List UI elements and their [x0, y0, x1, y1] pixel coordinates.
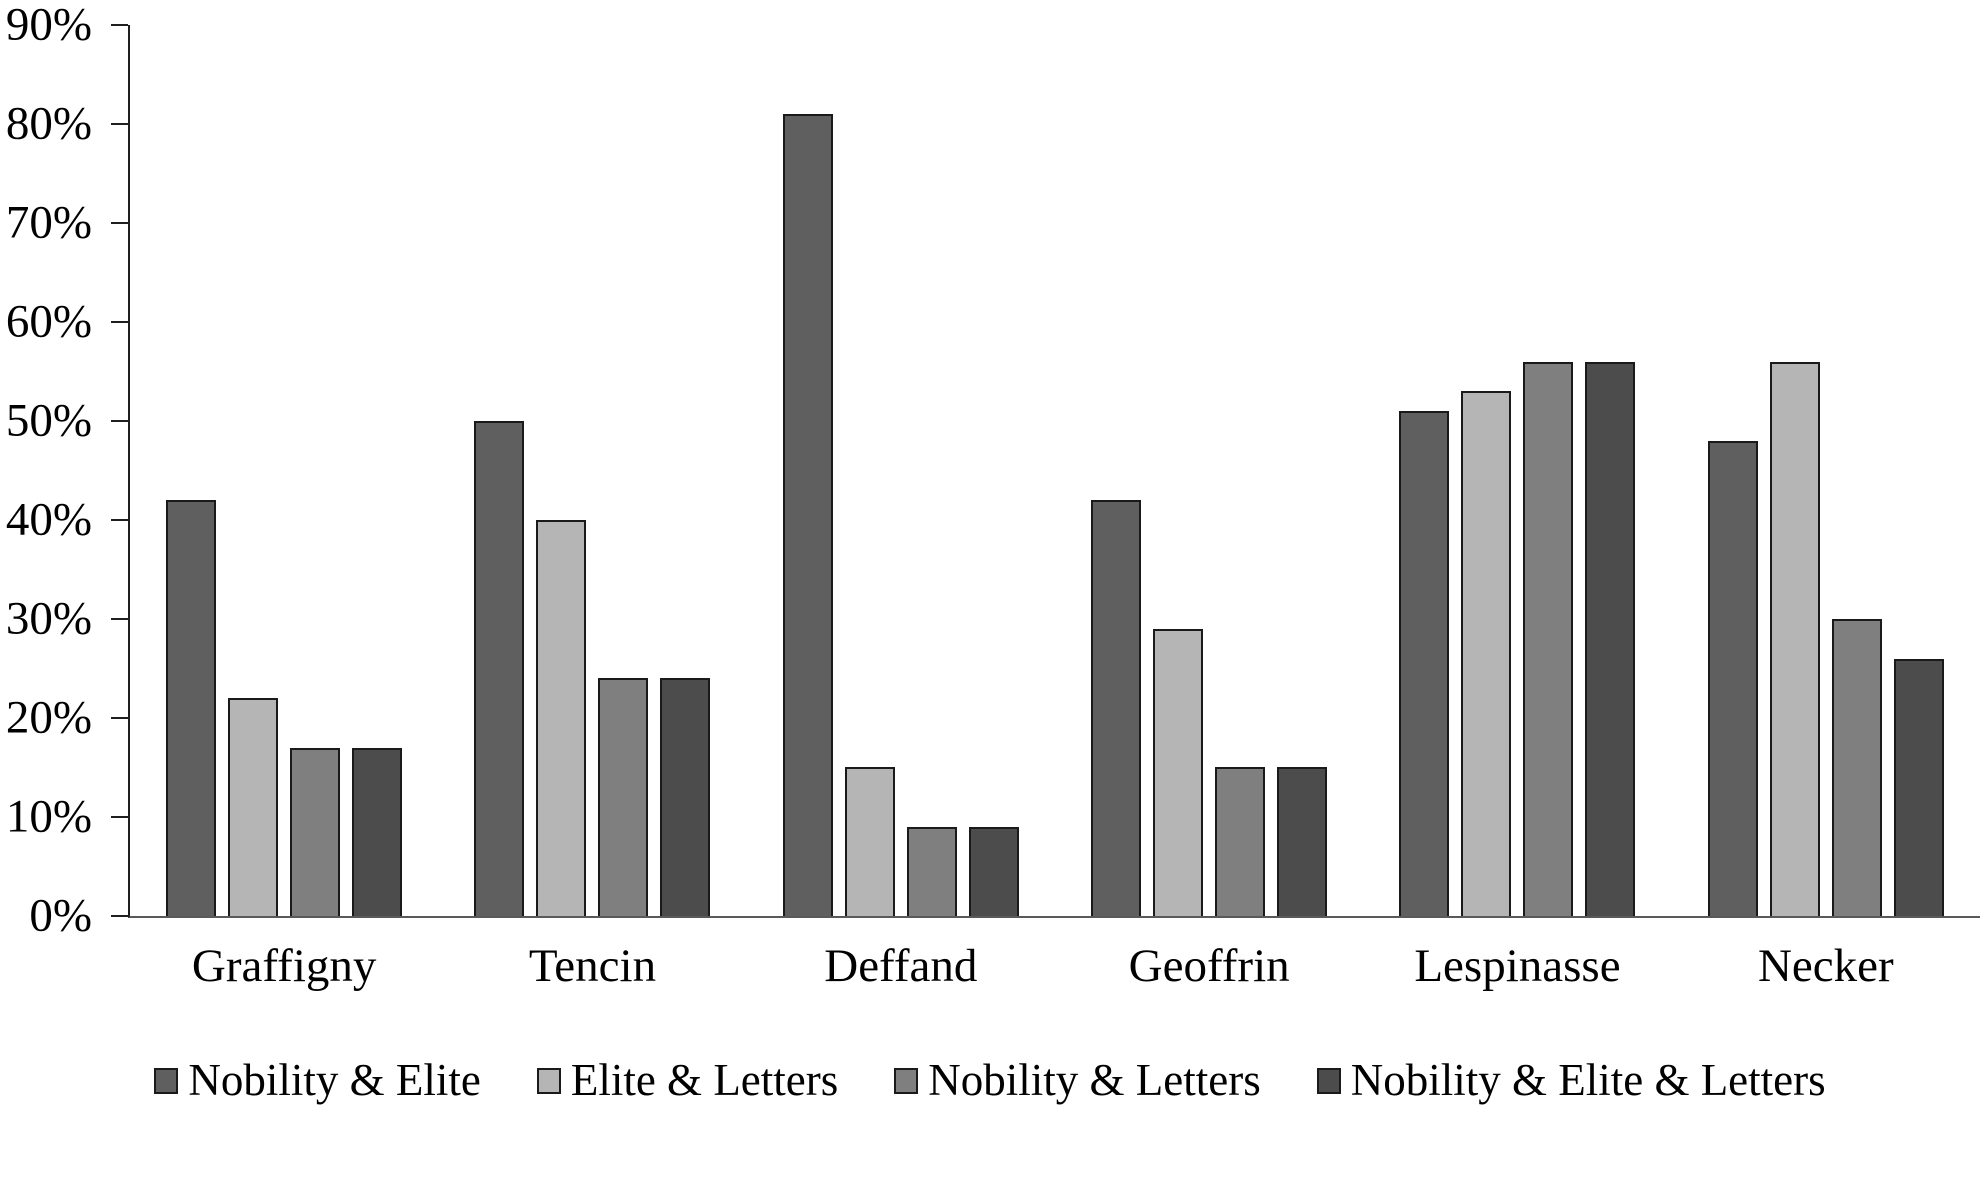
bar: [968, 827, 1019, 916]
legend-swatch-icon: [894, 1067, 919, 1094]
bar: [228, 698, 279, 916]
x-category-label: Deffand: [824, 940, 978, 992]
bar: [1153, 629, 1204, 916]
bar: [782, 114, 833, 916]
bar: [290, 748, 341, 916]
y-tick-mark: [111, 618, 128, 620]
y-tick-label: 0%: [29, 889, 92, 942]
bar: [1831, 619, 1882, 916]
y-tick-mark: [111, 519, 128, 521]
y-tick-label: 20%: [5, 691, 92, 744]
bar: [1893, 659, 1944, 916]
bar: [536, 520, 587, 916]
bar: [352, 748, 403, 916]
y-tick-label: 90%: [5, 0, 92, 51]
x-category-label: Graffigny: [191, 940, 377, 992]
x-category-label: Tencin: [528, 940, 657, 992]
bar: [844, 767, 895, 916]
y-tick-label: 30%: [5, 592, 92, 645]
legend-item: Elite & Letters: [536, 1055, 839, 1105]
bar: [1523, 362, 1574, 916]
bar: [1461, 391, 1512, 916]
plot-area: [128, 25, 1980, 918]
legend-label: Elite & Letters: [570, 1055, 839, 1105]
y-axis-ticks: [111, 24, 128, 918]
y-tick-label: 40%: [5, 493, 92, 546]
bar-group-geoffrin: [1091, 25, 1328, 916]
y-tick-label: 80%: [5, 97, 92, 150]
legend-item: Nobility & Elite: [154, 1055, 481, 1105]
y-tick-mark: [111, 123, 128, 125]
y-tick-mark: [111, 717, 128, 719]
x-category-label: Lespinasse: [1414, 940, 1621, 992]
x-axis-category-labels: Graffigny Tencin Deffand Geoffrin Lespinasse…: [130, 938, 1980, 994]
legend-swatch-icon: [1316, 1067, 1341, 1094]
bar: [1707, 441, 1758, 916]
y-tick-label: 60%: [5, 295, 92, 348]
y-tick-mark: [111, 420, 128, 422]
legend-label: Nobility & Elite: [188, 1055, 481, 1105]
legend: Nobility & Elite Elite & Letters Nobility …: [0, 1058, 1980, 1103]
bar-group-tencin: [474, 25, 711, 916]
x-category-label: Necker: [1757, 940, 1894, 992]
legend-label: Nobility & Elite & Letters: [1350, 1055, 1826, 1105]
bar: [1585, 362, 1636, 916]
bar-group-deffand: [782, 25, 1019, 916]
legend-item: Nobility & Elite & Letters: [1316, 1055, 1826, 1105]
x-category-label: Geoffrin: [1128, 940, 1290, 992]
bar: [1399, 411, 1450, 916]
bar-group-graffigny: [166, 25, 403, 916]
bar: [1277, 767, 1328, 916]
y-axis-labels: 0% 10% 20% 30% 40% 50% 60% 70% 80% 90%: [0, 1, 92, 939]
legend-item: Nobility & Letters: [894, 1055, 1261, 1105]
y-tick-mark: [111, 24, 128, 26]
bar: [598, 678, 649, 916]
bar: [660, 678, 711, 916]
legend-swatch-icon: [154, 1067, 179, 1094]
bar: [906, 827, 957, 916]
y-tick-label: 70%: [5, 196, 92, 249]
y-tick-mark: [111, 915, 128, 917]
legend-label: Nobility & Letters: [928, 1055, 1261, 1105]
legend-swatch-icon: [536, 1067, 561, 1094]
y-tick-label: 50%: [5, 394, 92, 447]
bar-groups: [130, 25, 1980, 916]
bar-group-lespinasse: [1399, 25, 1636, 916]
bar: [474, 421, 525, 916]
y-tick-mark: [111, 816, 128, 818]
y-tick-mark: [111, 222, 128, 224]
y-tick-label: 10%: [5, 790, 92, 843]
bar: [166, 500, 217, 916]
bar: [1091, 500, 1142, 916]
y-tick-mark: [111, 321, 128, 323]
bar: [1769, 362, 1820, 916]
bar-group-necker: [1707, 25, 1944, 916]
bar: [1215, 767, 1266, 916]
